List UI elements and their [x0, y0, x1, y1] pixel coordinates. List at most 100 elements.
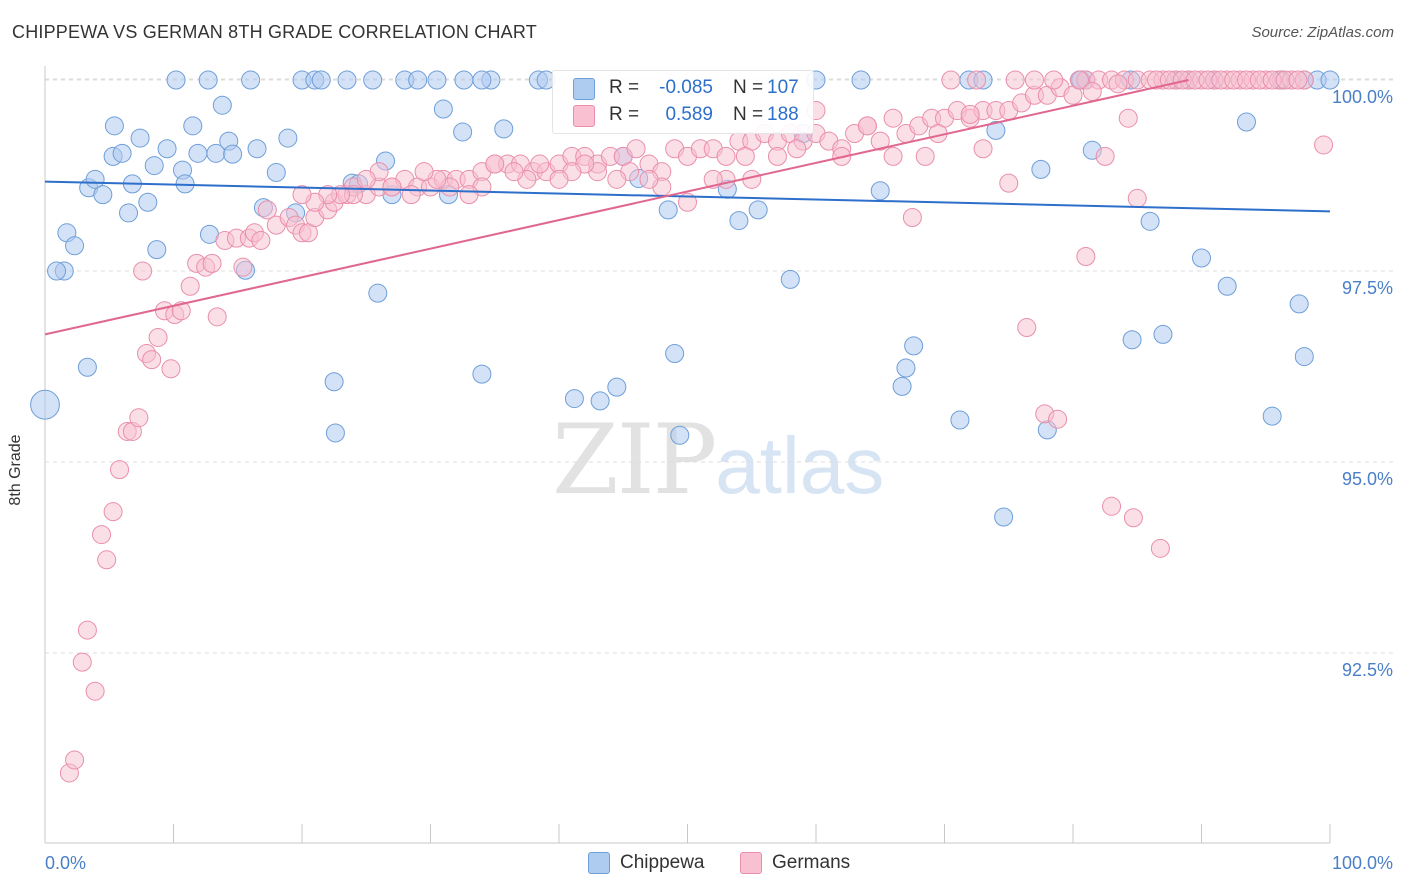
chippewa-point [986, 120, 1006, 140]
german-point [142, 350, 162, 370]
chart-title: CHIPPEWA VS GERMAN 8TH GRADE CORRELATION… [12, 22, 537, 42]
german-point [148, 327, 168, 347]
chippewa-point [564, 389, 584, 409]
y-tick-label: 92.5% [1342, 660, 1393, 680]
y-tick-label: 100.0% [1332, 87, 1393, 107]
legend-item-chippewa[interactable]: Chippewa [588, 852, 705, 874]
chippewa-point [1294, 347, 1314, 367]
legend-n-value: 188 [767, 104, 799, 125]
german-point [1048, 409, 1068, 429]
germans-swatch [573, 105, 595, 127]
chippewa-swatch [573, 78, 595, 100]
chippewa-point [994, 507, 1014, 527]
chippewa-point [892, 376, 912, 396]
chippewa-point [93, 185, 113, 205]
german-point [902, 208, 922, 228]
chippewa-legend-swatch [588, 852, 610, 874]
chippewa-point [311, 70, 331, 90]
chippewa-point [104, 116, 124, 136]
german-point [97, 550, 117, 570]
watermark-zip: ZIP [552, 404, 717, 516]
chippewa-point [780, 269, 800, 289]
german-point [133, 261, 153, 281]
german-point [973, 139, 993, 159]
german-point [382, 177, 402, 197]
chippewa-point [472, 364, 492, 384]
legend-r-value: -0.085 [659, 77, 713, 98]
german-point [110, 460, 130, 480]
german-point [1082, 81, 1102, 101]
chippewa-point [212, 95, 232, 115]
chippewa-point [30, 389, 60, 420]
german-point [883, 108, 903, 128]
german-point [1076, 246, 1096, 266]
chippewa-point [363, 70, 383, 90]
legend-item-germans[interactable]: Germans [740, 852, 850, 874]
chippewa-point [119, 203, 139, 223]
chippewa-point [138, 192, 158, 212]
chippewa-point [324, 372, 344, 392]
german-point [103, 502, 123, 522]
chippewa-point [188, 143, 208, 163]
chippewa-point [247, 139, 267, 159]
legend-r-label: R = [609, 104, 640, 125]
chippewa-point [427, 70, 447, 90]
chippewa-point [1122, 330, 1142, 350]
chippewa-legend-label: Chippewa [620, 852, 705, 873]
german-point [960, 104, 980, 124]
chippewa-point [950, 410, 970, 430]
german-point [1127, 188, 1147, 208]
german-point [233, 257, 253, 277]
german-point [1024, 70, 1044, 90]
chippewa-point [1320, 70, 1340, 90]
chart-source: Source: ZipAtlas.com [1251, 24, 1394, 41]
german-point [1017, 318, 1037, 338]
watermark-atlas: atlas [715, 421, 885, 510]
german-point [1095, 146, 1115, 166]
german-point [171, 301, 191, 321]
chippewa-point [130, 128, 150, 148]
chippewa-point [266, 162, 286, 182]
watermark: ZIPatlas [552, 404, 884, 516]
chippewa-point [870, 181, 890, 201]
chippewa-point [1236, 112, 1256, 132]
chippewa-point [1217, 276, 1237, 296]
german-point [941, 70, 961, 90]
german-point [678, 192, 697, 212]
chippewa-point [278, 128, 298, 148]
chippewa-point [198, 70, 218, 90]
chippewa-point [1031, 159, 1051, 179]
chippewa-trend-line [44, 180, 1331, 213]
chippewa-point [1140, 211, 1160, 231]
german-point [459, 185, 479, 205]
germans-legend-swatch [740, 852, 762, 874]
german-point [915, 146, 935, 166]
german-point [1005, 70, 1025, 90]
german-point [549, 169, 569, 189]
german-point [77, 620, 97, 640]
y-tick-label: 95.0% [1342, 469, 1393, 489]
chippewa-point [1262, 406, 1282, 426]
german-point [883, 146, 903, 166]
german-point [870, 131, 890, 151]
chippewa-point [453, 122, 473, 142]
german-point [202, 253, 222, 273]
series-legend: Chippewa Germans [0, 852, 1406, 876]
german-points [59, 70, 1334, 783]
chippewa-point [670, 425, 690, 445]
chippewa-point [607, 377, 627, 397]
chippewa-point [408, 70, 428, 90]
german-point [857, 116, 877, 136]
chippewa-point [729, 211, 749, 231]
legend-row-germans: R = 0.589 N = 188 [553, 102, 813, 128]
stats-legend: R = -0.085 N = 107 R = 0.589 N = 188 [552, 70, 814, 134]
chippewa-point [47, 261, 67, 281]
german-point [485, 154, 505, 174]
german-point [716, 146, 736, 166]
german-point [356, 169, 376, 189]
tick-labels: 92.5% 95.0% 97.5% 100.0% 0.0% 100.0% [45, 87, 1393, 873]
german-point [257, 200, 277, 220]
chippewa-point [166, 70, 186, 90]
german-point [292, 185, 312, 205]
chippewa-point [223, 144, 243, 164]
